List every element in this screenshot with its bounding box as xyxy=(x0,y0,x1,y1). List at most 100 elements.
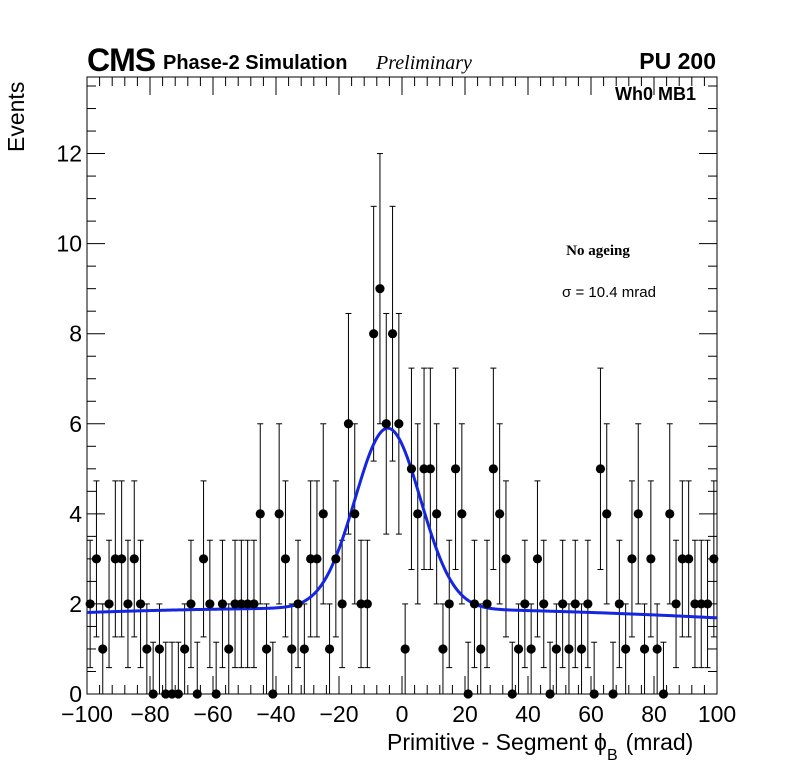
axis-ticks xyxy=(86,77,718,695)
data-point xyxy=(243,599,253,609)
data-point xyxy=(117,554,127,564)
data-point xyxy=(394,419,404,429)
data-point xyxy=(652,644,662,654)
data-point xyxy=(488,464,498,474)
data-point xyxy=(224,644,234,654)
data-point xyxy=(539,599,549,609)
data-point xyxy=(135,599,146,609)
x-tick-label: 80 xyxy=(641,701,667,727)
data-point xyxy=(457,509,467,519)
data-point xyxy=(350,509,360,519)
axis-tick-labels: −100 −80 −60 −40 −20 0 20 40 60 80 100 0 2 4 6 8 10 12 xyxy=(56,141,736,727)
data-point xyxy=(520,599,530,609)
data-point xyxy=(419,464,429,474)
y-tick-label: 8 xyxy=(69,321,82,347)
data-point xyxy=(318,509,328,519)
data-point xyxy=(614,599,624,609)
x-tick-label: −20 xyxy=(319,701,358,727)
data-point xyxy=(261,644,272,654)
data-point xyxy=(495,509,505,519)
data-point xyxy=(148,689,158,699)
x-tick-label: 100 xyxy=(698,701,736,727)
data-point xyxy=(633,509,643,519)
data-point xyxy=(444,599,454,609)
y-tick-label: 6 xyxy=(69,411,82,437)
x-axis-title-subscript: B xyxy=(607,747,618,764)
x-axis-title: Primitive - Segment ϕB (mrad) xyxy=(387,729,693,764)
data-point xyxy=(205,599,215,609)
data-point xyxy=(104,599,114,609)
data-point xyxy=(110,554,120,564)
data-point xyxy=(236,599,246,609)
data-point xyxy=(463,689,473,699)
data-point xyxy=(387,329,398,339)
data-point xyxy=(696,599,706,609)
data-point xyxy=(551,644,561,654)
data-point xyxy=(249,599,259,609)
data-point xyxy=(482,599,492,609)
data-point xyxy=(255,509,265,519)
data-point xyxy=(287,644,297,654)
data-point xyxy=(476,644,486,654)
data-point xyxy=(167,689,177,699)
x-axis-title-main: Primitive - Segment ϕ xyxy=(387,729,607,755)
data-point xyxy=(230,599,240,609)
data-point xyxy=(299,644,309,654)
data-point xyxy=(180,644,190,654)
y-tick-label: 2 xyxy=(69,591,82,617)
data-point xyxy=(369,329,379,339)
x-axis-title-unit: (mrad) xyxy=(626,729,694,755)
data-point xyxy=(154,644,165,654)
data-point xyxy=(602,509,612,519)
data-point xyxy=(583,599,593,609)
data-point xyxy=(702,599,713,609)
y-tick-label: 10 xyxy=(56,231,82,257)
data-point xyxy=(690,599,700,609)
sigma-annotation: σ = 10.4 mrad xyxy=(562,284,656,301)
data-point xyxy=(513,644,524,654)
data-point xyxy=(501,554,511,564)
data-point xyxy=(400,644,410,654)
x-tick-label: 20 xyxy=(452,701,478,727)
preliminary-label: Preliminary xyxy=(375,52,472,74)
data-point xyxy=(438,644,448,654)
x-tick-label: 0 xyxy=(396,701,409,727)
data-point xyxy=(362,599,372,609)
data-point xyxy=(595,464,606,474)
data-point xyxy=(469,599,480,609)
data-point xyxy=(211,689,221,699)
y-axis-title: Events xyxy=(3,82,29,152)
data-point xyxy=(684,554,694,564)
data-point xyxy=(331,554,341,564)
data-point xyxy=(123,599,133,609)
data-point xyxy=(161,689,171,699)
data-point xyxy=(639,644,650,654)
data-point xyxy=(450,464,461,474)
data-point xyxy=(375,284,385,294)
region-label: Wh0 MB1 xyxy=(615,84,696,104)
data-point xyxy=(532,554,543,564)
data-point xyxy=(280,554,291,564)
data-point xyxy=(507,689,517,699)
data-point xyxy=(671,599,681,609)
data-point xyxy=(589,689,599,699)
data-point xyxy=(306,554,316,564)
cms-label: CMS xyxy=(87,42,156,78)
data-point xyxy=(337,599,347,609)
x-tick-label: −100 xyxy=(61,701,113,727)
x-tick-label: 60 xyxy=(578,701,604,727)
x-tick-label: −60 xyxy=(193,701,232,727)
data-point xyxy=(646,554,656,564)
x-tick-label: −80 xyxy=(130,701,169,727)
data-point xyxy=(608,689,618,699)
data-point xyxy=(343,419,354,429)
data-point xyxy=(324,644,335,654)
data-point xyxy=(142,644,152,654)
data-point xyxy=(312,554,322,564)
x-tick-label: 40 xyxy=(515,701,541,727)
y-tick-label: 12 xyxy=(56,141,82,167)
data-point xyxy=(658,689,669,699)
data-point xyxy=(356,599,366,609)
